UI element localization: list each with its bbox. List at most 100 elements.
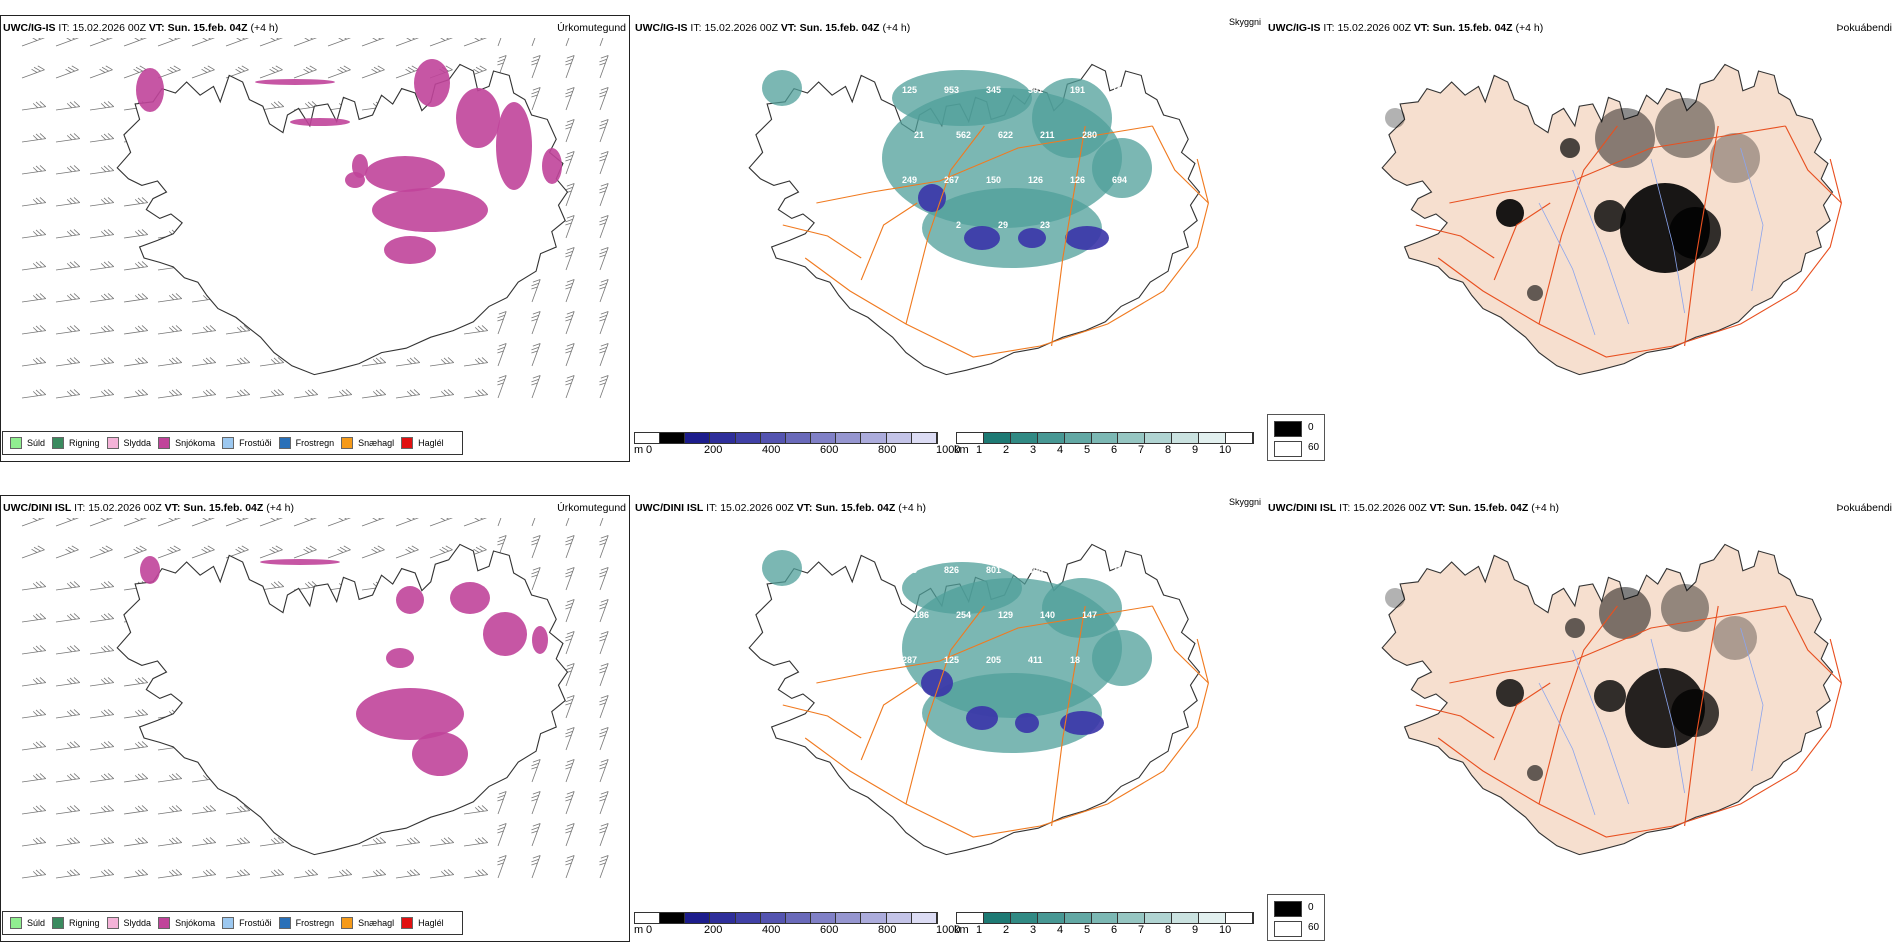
legend-swatch [341,437,354,449]
visibility-field [762,550,802,586]
road [804,158,1209,358]
wind-barb-icon [55,677,81,687]
fog-scale-high: 60 [1308,442,1320,453]
wind-barb-icon [259,389,285,399]
vt-label: VT: [1429,502,1446,514]
wind-barb-icon [21,38,45,47]
visibility-field [1042,578,1122,638]
wind-barb-icon [293,65,317,79]
km-colorbar: km 1 2 3 4 5 6 7 8 9 10 [954,432,1254,460]
wind-barb-icon [259,38,283,47]
road [1437,158,1842,358]
wind-barb-icon [225,869,251,879]
fog-title: Þokuábendi [1836,22,1892,34]
wind-barb-icon [21,197,47,207]
colorbar-swatch [760,913,786,923]
wind-barb-icon [123,741,149,751]
wind-barb-icon [123,357,149,367]
height-field [1065,226,1109,250]
rivers [1538,147,1764,336]
wind-barb-icon [21,613,47,623]
fog-cell [1671,689,1719,737]
wind-barb-icon [259,65,283,79]
snow-area [136,68,164,112]
wind-barb-icon [89,65,113,79]
road [816,125,1153,204]
height-unit: m [634,924,644,936]
wind-barb-icon [599,247,609,271]
visibility-field [922,188,1102,268]
model-name: UWC/DINI ISL [635,502,704,514]
snow-area [384,236,436,264]
wind-barb-icon [89,709,115,719]
value-label: 186 [914,610,929,620]
snow-area [414,59,450,107]
wind-barb-icon [21,773,47,783]
it-label: IT: [1323,22,1335,34]
legend-item: Frostúði [222,437,272,449]
wind-barb-icon [89,357,115,367]
wind-barb-icon [565,119,575,143]
wind-barb-icon [123,38,147,47]
legend-item: Slydda [106,917,151,929]
wind-barb-icon [89,869,115,879]
legend-swatch [10,437,22,449]
wind-barb-icon [327,545,351,559]
legend-swatch [278,437,291,449]
legend-item: Frostregn [278,917,334,929]
vt-label: VT: [164,502,181,514]
wind-barb-icon [599,311,609,335]
wind-barb-icon [599,663,609,687]
road [1415,704,1495,739]
value-label: 140 [1040,610,1055,620]
visibility-field [902,562,1022,614]
precip-type-panel: UWC/DINI ISL IT: 15.02.2026 00Z VT: Sun.… [0,480,632,950]
height-colorbar: m 0 200 400 600 800 1000 [632,912,960,940]
value-label: 622 [998,130,1013,140]
wind-barb-icon [157,805,183,815]
fog-map [1381,543,1842,856]
colorbar-tick: 6 [1111,924,1118,936]
legend-item: Frostregn [278,437,334,449]
wind-barb-icon [565,791,575,815]
wind-barb-icon [429,357,455,367]
model-name: UWC/IG-IS [1268,22,1321,34]
wind-barb-icon [395,65,419,79]
wind-barb-icon [191,389,217,399]
road [1437,638,1842,838]
fog-cell [1599,587,1651,639]
legend-label: Snæhagl [358,438,395,448]
road [1538,125,1618,325]
wind-barb-icon [293,545,317,559]
wind-barb-icon [565,518,575,527]
wind-barb-icon [395,518,419,527]
snow-area [412,732,468,776]
wind-barb-icon [55,773,81,783]
wind-barb-icon [191,837,217,847]
wind-barb-icon [599,791,609,815]
colorbar-tick: 200 [704,924,723,936]
legend-label: Snjókoma [175,918,216,928]
model-name: UWC/IG-IS [3,22,56,34]
wind-barb-icon [531,311,541,335]
legend-label: Snjókoma [175,438,216,448]
wind-barb-icon [463,357,489,367]
wind-barb-icon [21,677,47,687]
colorbar-swatch [911,913,937,923]
colorbar-tick: 400 [762,444,781,456]
wind-barb-icon [55,357,81,367]
wind-barb-icon [55,229,81,239]
wind-barb-icon [21,869,47,879]
height-unit: m [634,444,644,456]
fog-map [1381,63,1842,376]
colorbar-swatch [861,913,887,923]
vt-label: VT: [780,22,797,34]
height-field [921,669,953,697]
colorbar-swatch [1010,433,1038,443]
it-label: IT: [690,22,702,34]
wind-barb-icon [123,518,147,527]
wind-barb-icon [157,773,183,783]
wind-barb-icon [21,741,47,751]
colorbar-tick: 7 [1138,924,1145,936]
